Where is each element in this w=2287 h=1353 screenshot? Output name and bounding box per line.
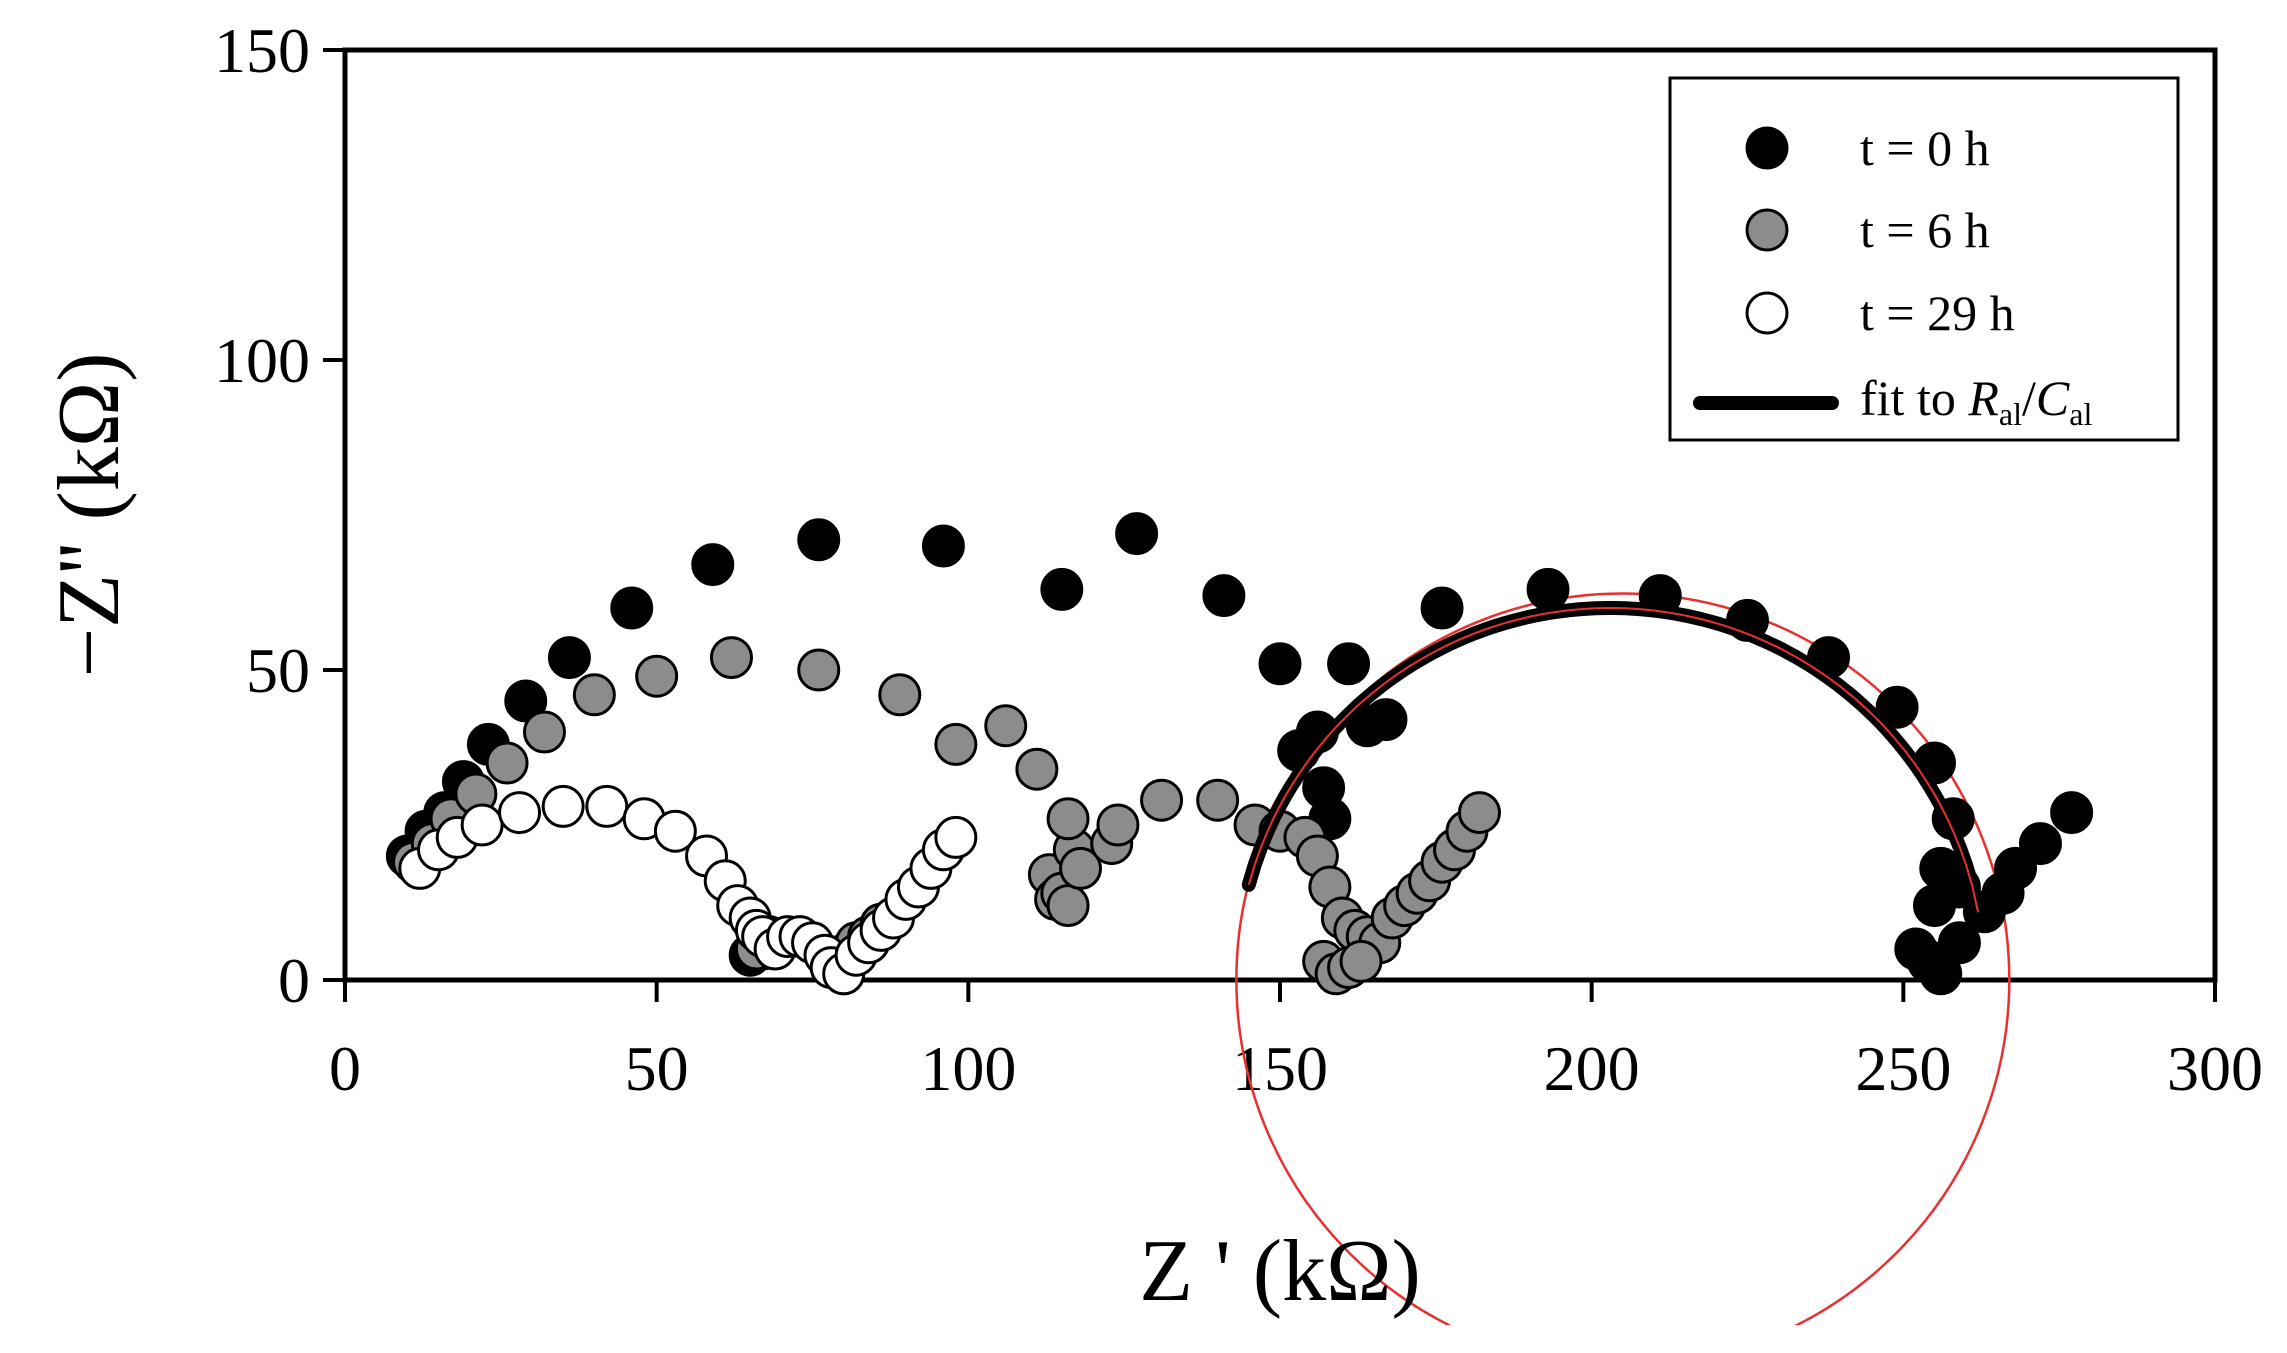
- data-point: [1420, 586, 1464, 630]
- data-point: [1258, 642, 1302, 686]
- annotation-circle: [1235, 592, 2011, 1325]
- data-point: [1327, 642, 1371, 686]
- data-point: [498, 791, 542, 835]
- data-point: [1202, 574, 1246, 618]
- data-point: [485, 741, 529, 785]
- data-point: [653, 809, 697, 853]
- data-point: [635, 654, 679, 698]
- data-point: [585, 784, 629, 828]
- x-tick-label: 0: [329, 1033, 361, 1104]
- x-tick-label: 250: [1855, 1033, 1951, 1104]
- legend-fit-prefix: fit to: [1860, 370, 1968, 426]
- legend-label-t6: t = 6 h: [1860, 202, 1990, 258]
- data-point: [610, 586, 654, 630]
- data-point: [934, 722, 978, 766]
- data-point: [1040, 567, 1084, 611]
- data-point: [1526, 567, 1570, 611]
- data-point: [1457, 791, 1501, 835]
- x-tick-label: 200: [1544, 1033, 1640, 1104]
- data-point: [1115, 512, 1159, 556]
- fit-curve-layer: [1241, 601, 1986, 920]
- legend-marker-t0: [1745, 126, 1789, 170]
- data-point: [1937, 921, 1981, 965]
- x-tick-label: 50: [625, 1033, 689, 1104]
- data-point: [1096, 803, 1140, 847]
- data-point: [1140, 778, 1184, 822]
- legend-fit-r-sub: al: [1999, 396, 2022, 432]
- y-axis-label: −Z'' (kΩ): [41, 352, 138, 677]
- data-point: [2050, 791, 2094, 835]
- x-tick-label: 100: [920, 1033, 1016, 1104]
- data-point: [1196, 778, 1240, 822]
- legend-label-t29: t = 29 h: [1860, 285, 2015, 341]
- data-point: [797, 648, 841, 692]
- series-0: [385, 512, 2094, 996]
- y-tick-label: 100: [214, 325, 310, 396]
- data-point: [504, 679, 548, 723]
- legend-marker-t29: [1745, 291, 1789, 335]
- data-point: [547, 636, 591, 680]
- legend-fit-slash: /: [2022, 370, 2036, 426]
- x-tick-label: 300: [2167, 1033, 2263, 1104]
- x-axis-label: Z ' (kΩ): [1139, 1223, 1421, 1320]
- data-series-layer: [385, 512, 2094, 996]
- legend-fit-c: C: [2036, 370, 2070, 426]
- fit-arc-highlight: [1247, 607, 1980, 913]
- data-point: [1015, 747, 1059, 791]
- data-point: [878, 673, 922, 717]
- data-point: [921, 524, 965, 568]
- data-point: [797, 518, 841, 562]
- data-point: [1059, 846, 1103, 890]
- legend-marker-t6: [1745, 208, 1789, 252]
- y-tick-label: 50: [246, 635, 310, 706]
- data-point: [1046, 884, 1090, 928]
- data-point: [1046, 797, 1090, 841]
- data-point: [1875, 685, 1919, 729]
- x-tick-label: 150: [1232, 1033, 1328, 1104]
- data-point: [1339, 939, 1383, 983]
- data-point: [984, 704, 1028, 748]
- data-point: [1919, 952, 1963, 996]
- y-tick-label: 0: [278, 945, 310, 1016]
- data-point: [709, 636, 753, 680]
- data-point: [460, 803, 504, 847]
- annotation-layer: [1235, 592, 2011, 1325]
- data-point: [522, 710, 566, 754]
- data-point: [691, 543, 735, 587]
- data-point: [541, 784, 585, 828]
- data-point: [2018, 822, 2062, 866]
- y-tick-label: 150: [214, 15, 310, 86]
- series-2: [398, 784, 978, 996]
- data-point: [934, 815, 978, 859]
- legend-label-t0: t = 0 h: [1860, 120, 1990, 176]
- legend: t = 0 h t = 6 h t = 29 h fit to Ral/Cal: [1668, 76, 2180, 442]
- data-point: [1913, 884, 1956, 928]
- legend-fit-c-sub: al: [2069, 396, 2092, 432]
- legend-label-fit: fit to Ral/Cal: [1860, 370, 2092, 432]
- axis-ticks: 0 50 100 150 200 250 300 0 50 100 150: [214, 15, 2263, 1104]
- data-point: [1364, 698, 1408, 742]
- data-point: [572, 673, 616, 717]
- legend-fit-r: R: [1967, 370, 1999, 426]
